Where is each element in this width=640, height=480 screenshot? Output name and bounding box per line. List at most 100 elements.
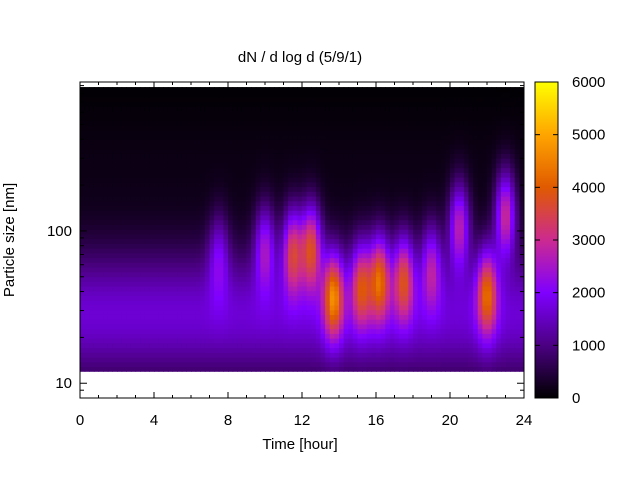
heatmap-cell [112,210,118,216]
heatmap-cell [130,191,137,197]
heatmap-cell [454,333,460,339]
heatmap-cell [140,290,146,297]
heatmap-cell [232,101,238,107]
heatmap-cell [431,106,437,112]
heatmap-cell [274,167,280,173]
heatmap-cell [80,124,86,131]
heatmap-cell [440,219,446,225]
heatmap-cell [371,158,377,164]
heatmap-cell [204,276,211,282]
heatmap-cell [394,200,400,207]
heatmap-cell [385,214,391,221]
heatmap-cell [251,356,257,363]
heatmap-cell [200,347,206,353]
heatmap-cell [417,214,423,221]
heatmap-cell [403,304,409,311]
heatmap-cell [269,101,275,107]
heatmap-cell [89,314,95,320]
heatmap-cell [98,333,104,339]
heatmap-cell [98,186,104,192]
heatmap-cell [214,342,220,349]
heatmap-cell [209,333,215,339]
heatmap-cell [417,252,423,259]
heatmap-cell [255,153,261,159]
heatmap-cell [343,134,349,140]
heatmap-cell [163,177,169,183]
heatmap-cell [117,129,123,136]
heatmap-cell [214,338,220,344]
heatmap-cell [283,110,289,117]
heatmap-cell [154,262,160,268]
heatmap-cell [80,167,86,173]
heatmap-cell [278,328,285,334]
heatmap-cell [426,219,433,225]
heatmap-cell [408,219,414,225]
heatmap-cell [320,87,326,93]
heatmap-cell [154,276,160,282]
heatmap-cell [167,224,174,230]
heatmap-cell [241,333,248,339]
heatmap-cell [292,281,298,287]
heatmap-cell [366,162,372,169]
heatmap-cell [260,366,266,372]
heatmap-cell [130,361,137,368]
heatmap-cell [436,295,442,301]
heatmap-cell [343,120,349,126]
heatmap-cell [107,214,113,221]
chart-title: dN / d log d (5/9/1) [238,49,362,66]
heatmap-cell [117,252,123,259]
heatmap-cell [288,106,294,112]
heatmap-cell [246,224,252,230]
heatmap-cell [232,295,238,301]
heatmap-cell [440,281,446,287]
heatmap-cell [158,186,164,192]
heatmap-cell [329,219,335,225]
heatmap-cell [232,257,238,263]
heatmap-cell [463,309,470,315]
heatmap-cell [121,110,127,117]
heatmap-cell [177,162,183,169]
heatmap-cell [232,162,238,169]
heatmap-cell [260,342,266,349]
heatmap-cell [218,200,224,207]
heatmap-cell [154,172,160,178]
heatmap-cell [445,347,451,353]
heatmap-cell [200,356,206,363]
heatmap-cell [315,191,322,197]
heatmap-cell [445,191,451,197]
heatmap-cell [107,205,113,211]
heatmap-cell [172,243,178,249]
heatmap-cell [348,177,354,183]
heatmap-cell [302,267,308,273]
heatmap-cell [251,333,257,339]
heatmap-cell [325,285,331,292]
heatmap-cell [204,148,211,154]
heatmap-cell [408,323,414,330]
heatmap-cell [306,124,312,131]
heatmap-cell [403,162,409,169]
heatmap-cell [389,333,396,339]
heatmap-cell [228,153,234,159]
heatmap-cell [103,214,109,221]
heatmap-cell [223,177,229,183]
heatmap-cell [440,134,446,140]
heatmap-cell [200,252,206,259]
heatmap-cell [459,195,465,202]
heatmap-cell [181,257,187,263]
heatmap-cell [440,115,446,121]
heatmap-cell [181,252,187,259]
heatmap-cell [417,115,423,121]
heatmap-cell [126,271,132,278]
heatmap-cell [130,262,137,268]
heatmap-cell [454,186,460,192]
heatmap-cell [385,110,391,117]
heatmap-cell [325,233,331,240]
heatmap-cell [241,181,248,188]
heatmap-cell [343,110,349,117]
heatmap-cell [450,224,456,230]
heatmap-cell [376,323,382,330]
heatmap-cell [302,238,308,244]
heatmap-cell [255,314,261,320]
heatmap-cell [107,139,113,145]
heatmap-cell [362,172,368,178]
